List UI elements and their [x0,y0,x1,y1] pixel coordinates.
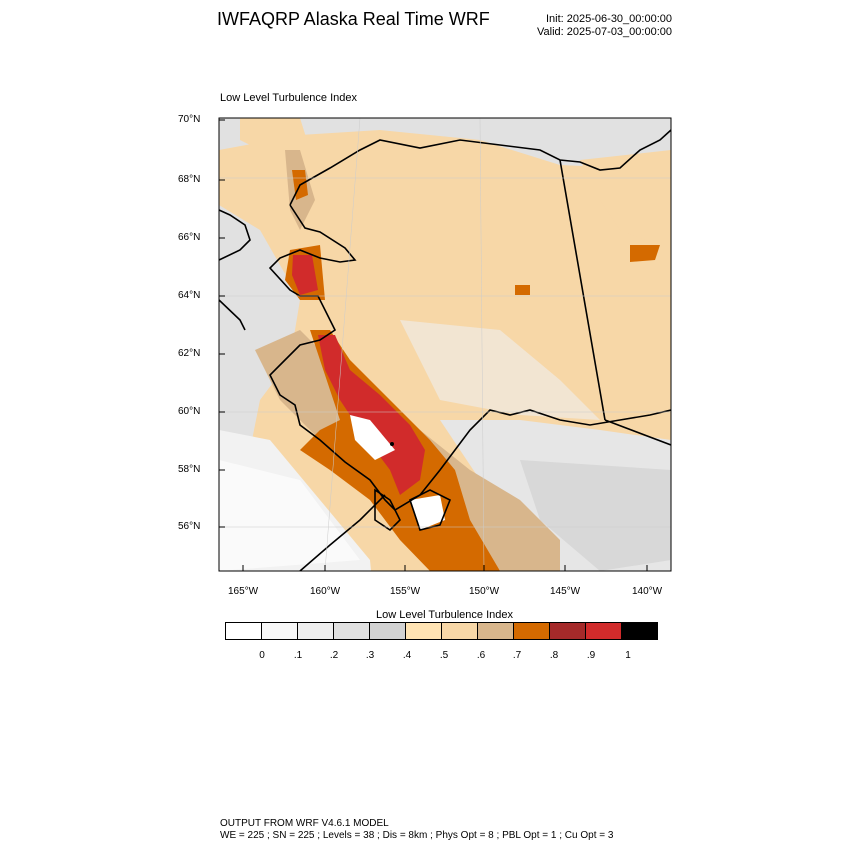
colorbar-swatch-0 [226,623,262,639]
map-frame [218,117,672,572]
legend-title: Low Level Turbulence Index [376,609,513,621]
north-slope-band [240,118,310,160]
lat-label-64n: 64°N [178,290,201,301]
north-coast [289,129,671,206]
footer: OUTPUT FROM WRF V4.6.1 MODEL WE = 225 ; … [220,818,613,842]
gridlines [219,118,671,571]
colorbar [225,622,658,640]
colorbar-tick-4: .4 [402,650,412,661]
page-title: IWFAQRP Alaska Real Time WRF [217,9,490,29]
gridline-150w [479,118,485,571]
lon-label-160w: 160°W [310,586,341,597]
lat-label-66n: 66°N [178,232,201,243]
lon-label-140w: 140°W [632,586,663,597]
station-marker [390,442,394,446]
colorbar-swatch-8 [514,623,550,639]
colorbar-swatch-11 [622,623,657,639]
interior-gray-field [400,320,600,420]
lat-label-60n: 60°N [178,406,201,417]
colorbar-tick-7: .7 [512,650,522,661]
southeast-border [604,419,671,446]
lat-label-56n: 56°N [178,521,201,532]
colorbar-tick-3: .3 [365,650,375,661]
valid-time: Valid: 2025-07-03_00:00:00 [537,26,672,38]
east-orange-area [630,245,660,262]
colorbar-tick-5: .5 [439,650,449,661]
colorbar-swatch-7 [478,623,514,639]
gulf-dark-field [520,460,671,571]
seward-red-area [292,255,318,295]
colorbar-tick-0: 0 [259,650,265,661]
lat-label-70n: 70°N [178,114,201,125]
chukotka-coast [219,209,251,261]
alaska-peninsula [374,488,401,532]
canada-border [559,159,606,421]
gridline-160w [324,118,361,571]
colorbar-tick-1: .1 [293,650,303,661]
interior-orange-spot [515,285,530,295]
lon-label-150w: 150°W [469,586,500,597]
time-info: Init: 2025-06-30_00:00:00 Valid: 2025-07… [537,13,672,39]
bering-white-field [219,460,360,571]
colorbar-tick-9: .9 [586,650,596,661]
lat-label-68n: 68°N [178,174,201,185]
colorbar-tick-6: .6 [476,650,486,661]
colorbar-tick-2: .2 [329,650,339,661]
aleutian-chain [299,494,386,571]
colorbar-tick-10: 1 [625,650,631,661]
lat-label-62n: 62°N [178,348,201,359]
axis-ticks [219,119,648,571]
yukon-field [580,150,671,250]
init-time: Init: 2025-06-30_00:00:00 [546,13,672,25]
arctic-ocean-field [219,118,671,170]
main-coast [268,204,671,512]
map-subtitle: Low Level Turbulence Index [220,92,357,104]
footer-config: WE = 225 ; SN = 225 ; Levels = 38 ; Dis … [220,830,614,841]
colorbar-swatch-6 [442,623,478,639]
lon-label-155w: 155°W [390,586,421,597]
colorbar-swatch-5 [406,623,442,639]
st-lawrence-coast [219,299,246,331]
colorbar-swatch-4 [370,623,406,639]
kodiak-island [409,489,452,531]
map-field [219,118,671,571]
lon-label-145w: 145°W [550,586,581,597]
colorbar-swatch-9 [550,623,586,639]
colorbar-swatch-10 [586,623,622,639]
lon-label-165w: 165°W [228,586,259,597]
kodiak-pocket [410,495,445,530]
footer-model: OUTPUT FROM WRF V4.6.1 MODEL [220,818,389,829]
colorbar-swatch-3 [334,623,370,639]
bering-sea-field [219,205,300,470]
red-band [318,335,425,495]
colorbar-swatch-1 [262,623,298,639]
lat-label-58n: 58°N [178,464,201,475]
colorbar-swatch-2 [298,623,334,639]
coastlines [219,129,671,571]
colorbar-tick-8: .8 [549,650,559,661]
bristol-bay-pocket [350,415,395,460]
